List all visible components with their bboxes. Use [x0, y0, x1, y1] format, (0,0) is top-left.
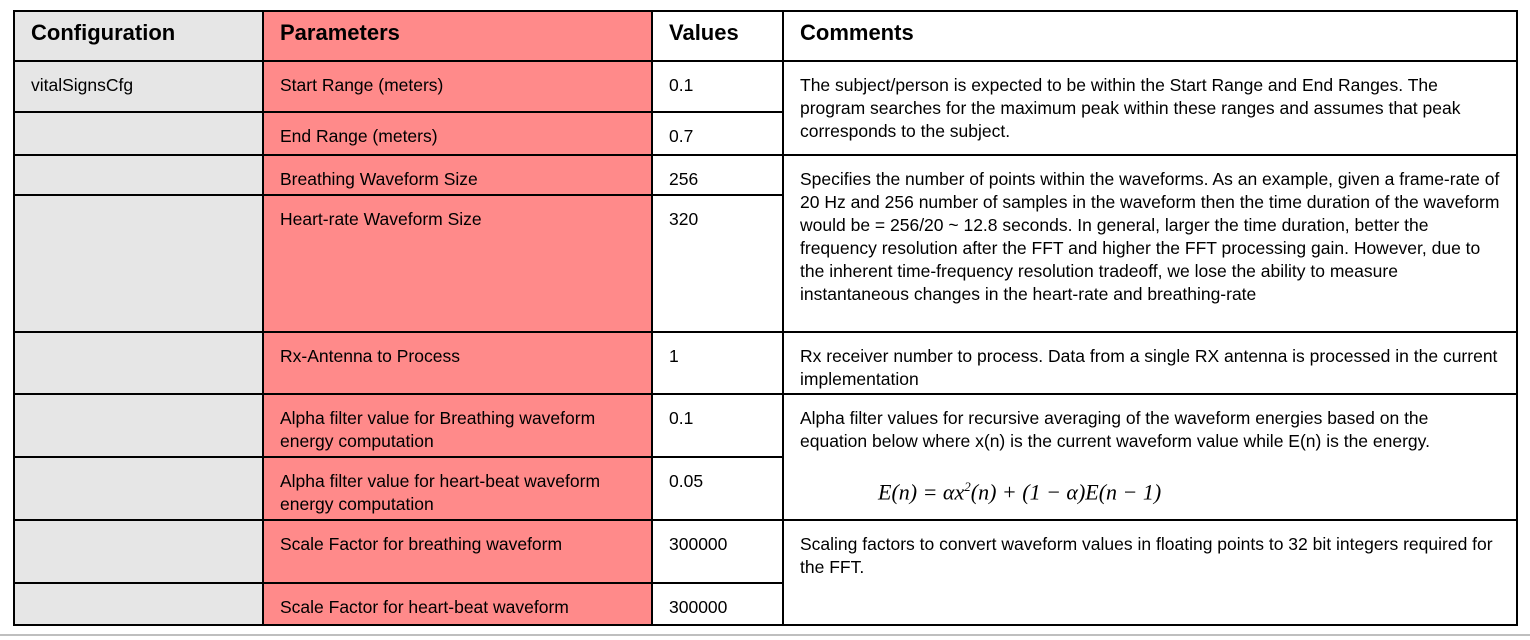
parameter-cell: Scale Factor for breathing waveform — [262, 519, 653, 584]
formula-lhs: E(n) = αx — [878, 479, 965, 505]
table-row: Scale Factor for heart-beat waveform 300… — [13, 582, 1517, 626]
comment-range: The subject/person is expected to be wit… — [782, 60, 1518, 156]
table-row: vitalSignsCfg Start Range (meters) 0.1 T… — [13, 60, 1518, 156]
value-cell: 320 — [651, 194, 784, 333]
config-cell — [13, 582, 264, 626]
value-cell: 300000 — [651, 519, 784, 584]
comment-waveform-size: Specifies the number of points within th… — [782, 154, 1518, 333]
config-cell — [13, 194, 264, 333]
value-cell: 0.1 — [651, 393, 784, 458]
formula-exponent: 2 — [964, 479, 971, 494]
parameter-cell: Heart-rate Waveform Size — [262, 194, 653, 333]
config-table: Configuration Parameters Values Comments… — [13, 10, 1518, 626]
config-name-cell: vitalSignsCfg — [13, 60, 264, 113]
table-row: End Range (meters) 0.7 — [13, 111, 1517, 156]
parameter-cell: Alpha filter value for Breathing wavefor… — [262, 393, 653, 458]
header-row: Configuration Parameters Values Comments — [13, 10, 1518, 62]
parameter-cell: Alpha filter value for heart-beat wavefo… — [262, 456, 653, 521]
formula-rhs: (n) + (1 − α)E(n − 1) — [970, 479, 1162, 505]
config-cell — [13, 154, 264, 196]
table-row: Alpha filter value for heart-beat wavefo… — [13, 456, 1517, 521]
value-cell: 0.7 — [651, 111, 784, 156]
parameter-cell: Rx-Antenna to Process — [262, 331, 653, 395]
header-parameters: Parameters — [262, 10, 653, 62]
parameter-cell: Start Range (meters) — [262, 60, 653, 113]
config-cell — [13, 519, 264, 584]
value-cell: 0.1 — [651, 60, 784, 113]
comment-scale-factor: Scaling factors to convert waveform valu… — [782, 519, 1518, 626]
comment-alpha-filter: Alpha filter values for recursive averag… — [782, 393, 1518, 521]
value-cell: 256 — [651, 154, 784, 196]
config-cell — [13, 456, 264, 521]
bottom-divider — [0, 634, 1530, 636]
parameter-cell: End Range (meters) — [262, 111, 653, 156]
value-cell: 300000 — [651, 582, 784, 626]
alpha-filter-text: Alpha filter values for recursive averag… — [800, 408, 1430, 451]
config-cell — [13, 331, 264, 395]
alpha-filter-formula: E(n) = αx2(n) + (1 − α)E(n − 1) — [878, 475, 1500, 503]
value-cell: 0.05 — [651, 456, 784, 521]
parameter-cell: Scale Factor for heart-beat waveform — [262, 582, 653, 626]
table-row: Heart-rate Waveform Size 320 — [13, 194, 1517, 333]
value-cell: 1 — [651, 331, 784, 395]
table-row: Scale Factor for breathing waveform 3000… — [13, 519, 1518, 626]
header-values: Values — [651, 10, 784, 62]
header-configuration: Configuration — [13, 10, 264, 62]
comment-rx-antenna: Rx receiver number to process. Data from… — [782, 331, 1518, 395]
config-cell — [13, 111, 264, 156]
config-cell — [13, 393, 264, 458]
table-row: Breathing Waveform Size 256 Specifies th… — [13, 154, 1518, 333]
table-row: Rx-Antenna to Process 1 Rx receiver numb… — [13, 331, 1518, 395]
table-row: Alpha filter value for Breathing wavefor… — [13, 393, 1518, 521]
parameter-cell: Breathing Waveform Size — [262, 154, 653, 196]
header-comments: Comments — [782, 10, 1518, 62]
